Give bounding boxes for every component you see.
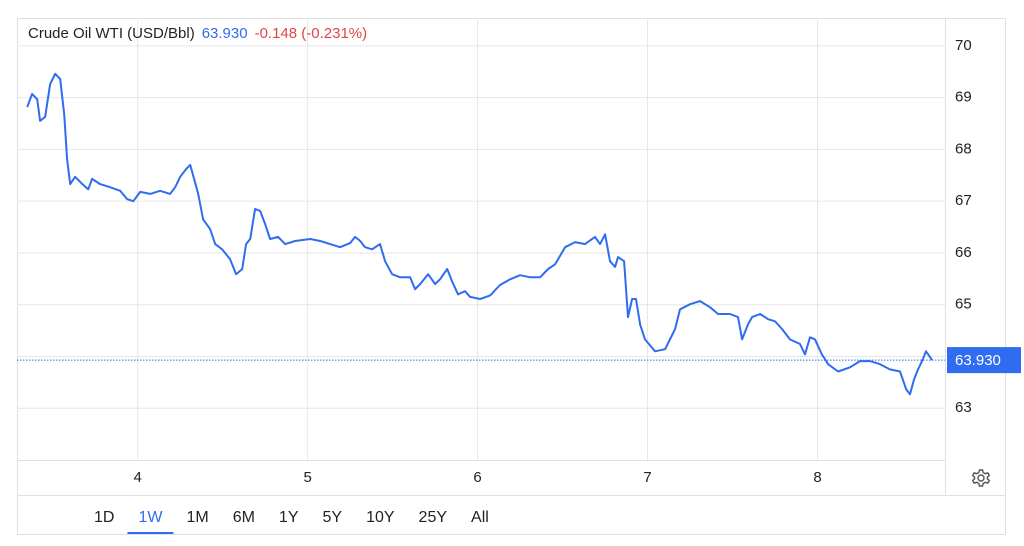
range-button[interactable]: 1M: [186, 509, 208, 526]
range-button[interactable]: 1D: [94, 509, 114, 526]
active-underline: [127, 532, 174, 534]
frame: [17, 18, 1006, 535]
range-button[interactable]: 6M: [233, 509, 255, 526]
y-tick-label: 66: [955, 244, 972, 261]
y-tick-label: 63: [955, 399, 972, 416]
range-button[interactable]: 5Y: [323, 509, 343, 526]
price-line: [26, 72, 933, 396]
header-change: -0.148 (-0.231%): [255, 25, 368, 42]
settings-icon[interactable]: [971, 469, 991, 487]
range-button[interactable]: 1Y: [279, 509, 299, 526]
x-tick-label: 7: [643, 469, 651, 486]
x-tick-label: 4: [134, 469, 142, 486]
x-tick-label: 5: [303, 469, 311, 486]
settings-icon-center: [977, 474, 985, 482]
title: Crude Oil WTI (USD/Bbl): [28, 25, 195, 42]
last-price-box: [947, 347, 1021, 374]
y-tick-label: 65: [955, 296, 972, 313]
range-button[interactable]: All: [471, 509, 489, 526]
settings-icon-gear: [971, 469, 991, 487]
range-button[interactable]: 1W: [138, 509, 163, 526]
y-tick-label: 69: [955, 89, 972, 106]
x-tick-label: 6: [473, 469, 481, 486]
y-tick-label: 68: [955, 140, 972, 157]
last-price-label: 63.930: [955, 352, 1001, 369]
header-price: 63.930: [202, 25, 248, 42]
x-tick-label: 8: [813, 469, 821, 486]
range-button[interactable]: 10Y: [366, 509, 395, 526]
y-tick-label: 67: [955, 192, 972, 209]
y-tick-label: 70: [955, 37, 972, 54]
range-button[interactable]: 25Y: [419, 509, 448, 526]
